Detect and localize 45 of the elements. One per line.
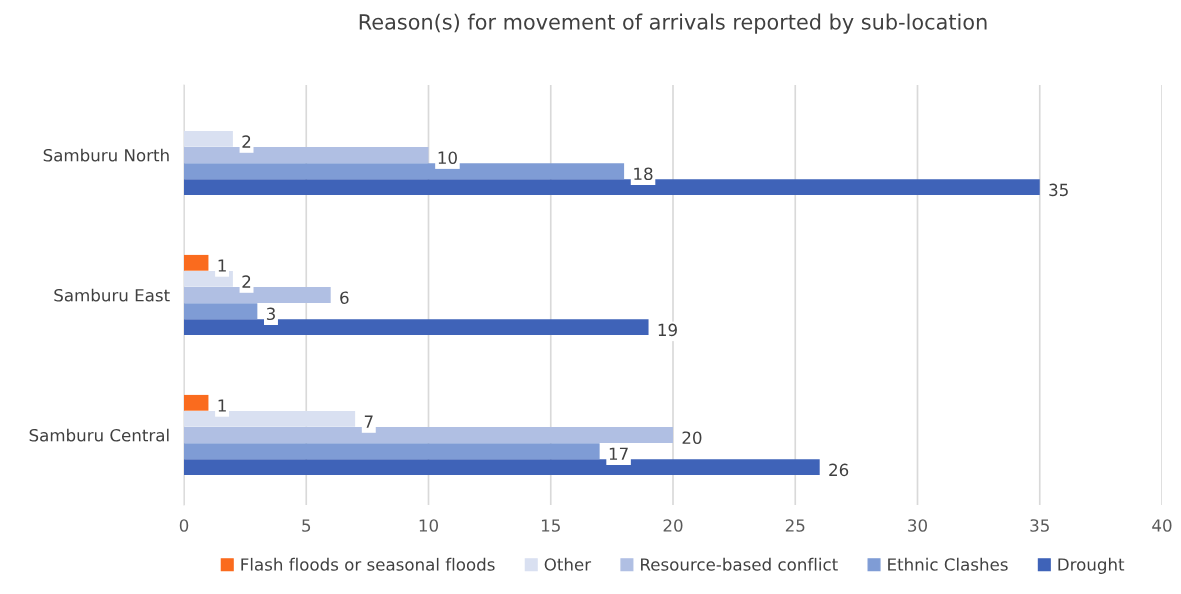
bar xyxy=(184,303,258,319)
bar xyxy=(184,443,600,459)
bar xyxy=(184,394,209,411)
x-tick-label: 35 xyxy=(1030,519,1049,532)
data-label: 35 xyxy=(1049,183,1068,197)
data-label: 26 xyxy=(829,463,849,477)
data-label: 7 xyxy=(364,415,373,428)
legend-label: Resource-based conflict xyxy=(641,557,838,571)
bar xyxy=(184,427,673,443)
data-label: 17 xyxy=(609,447,628,460)
x-tick-label: 10 xyxy=(419,519,438,532)
data-label: 18 xyxy=(634,167,653,181)
data-label: 6 xyxy=(340,291,349,304)
x-tick-label: 15 xyxy=(541,519,560,532)
data-label: 3 xyxy=(266,307,275,321)
bar xyxy=(184,287,331,303)
legend-label: Ethnic Clashes xyxy=(888,557,1008,571)
data-label: 19 xyxy=(658,323,677,337)
data-label: 1 xyxy=(218,399,226,412)
y-tick-label: Samburu Central xyxy=(29,428,169,442)
bar xyxy=(184,131,233,147)
data-label: 1 xyxy=(218,259,226,272)
x-tick-label: 5 xyxy=(302,519,311,532)
legend-label: Drought xyxy=(1058,557,1125,574)
bar xyxy=(184,163,625,179)
data-label: 2 xyxy=(242,135,251,148)
bar xyxy=(184,147,429,163)
x-tick-label: 30 xyxy=(908,519,927,532)
bar xyxy=(184,411,356,427)
legend-label: Flash floods or seasonal floods xyxy=(241,557,495,571)
x-tick-label: 0 xyxy=(179,519,189,532)
bar xyxy=(184,254,209,271)
x-tick-label: 40 xyxy=(1152,519,1172,532)
x-tick-label: 20 xyxy=(663,519,683,532)
data-label: 2 xyxy=(242,275,251,288)
y-tick-label: Samburu East xyxy=(54,288,170,302)
bar xyxy=(184,179,1040,196)
y-tick-label: Samburu North xyxy=(43,148,169,162)
bar xyxy=(184,459,820,476)
x-tick-label: 25 xyxy=(785,519,805,532)
data-label: 10 xyxy=(438,151,457,164)
data-label: 20 xyxy=(682,431,702,444)
legend-label: Other xyxy=(544,557,592,571)
chart-title: Reason(s) for movement of arrivals reported by sub-location xyxy=(359,13,987,34)
bar xyxy=(184,319,649,336)
